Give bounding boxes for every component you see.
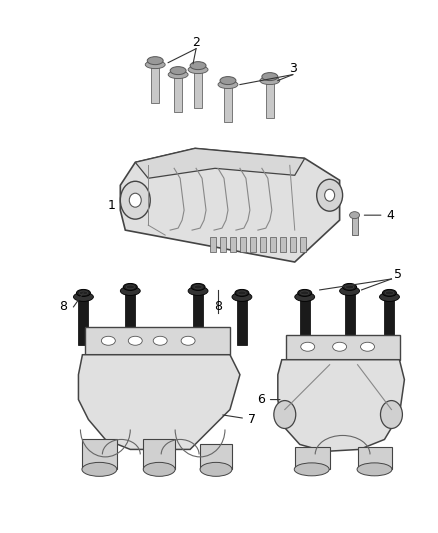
- Ellipse shape: [339, 286, 360, 295]
- Bar: [125, 287, 135, 339]
- Bar: [224, 80, 232, 123]
- Polygon shape: [278, 360, 404, 451]
- Text: 1: 1: [107, 199, 145, 212]
- Bar: [385, 293, 395, 343]
- Bar: [240, 237, 246, 252]
- Bar: [295, 447, 330, 470]
- Ellipse shape: [379, 293, 399, 301]
- Ellipse shape: [153, 336, 167, 345]
- Bar: [78, 293, 88, 345]
- Bar: [300, 237, 306, 252]
- Bar: [352, 215, 357, 235]
- Text: 3: 3: [289, 62, 297, 75]
- Text: 2: 2: [192, 36, 200, 49]
- Ellipse shape: [190, 62, 206, 70]
- Bar: [266, 77, 274, 118]
- Ellipse shape: [325, 189, 335, 201]
- Bar: [193, 287, 203, 339]
- Ellipse shape: [220, 77, 236, 85]
- Ellipse shape: [381, 401, 403, 429]
- Ellipse shape: [170, 67, 186, 75]
- Bar: [210, 237, 216, 252]
- Ellipse shape: [260, 77, 280, 85]
- Ellipse shape: [82, 462, 117, 477]
- Bar: [260, 237, 266, 252]
- Polygon shape: [78, 355, 240, 449]
- Ellipse shape: [200, 462, 232, 477]
- Ellipse shape: [232, 293, 252, 301]
- Ellipse shape: [343, 284, 357, 290]
- Polygon shape: [135, 148, 305, 178]
- Ellipse shape: [262, 72, 278, 80]
- Ellipse shape: [317, 179, 343, 211]
- Bar: [345, 287, 355, 337]
- Ellipse shape: [218, 80, 238, 88]
- Ellipse shape: [120, 181, 150, 219]
- Bar: [280, 237, 286, 252]
- Bar: [357, 447, 392, 470]
- Bar: [151, 61, 159, 102]
- Ellipse shape: [147, 56, 163, 64]
- Ellipse shape: [74, 293, 93, 301]
- Ellipse shape: [101, 336, 115, 345]
- Ellipse shape: [350, 212, 360, 219]
- Ellipse shape: [188, 66, 208, 74]
- Ellipse shape: [301, 342, 314, 351]
- Ellipse shape: [360, 342, 374, 351]
- Ellipse shape: [145, 61, 165, 69]
- Bar: [200, 445, 232, 470]
- Ellipse shape: [181, 336, 195, 345]
- Ellipse shape: [274, 401, 296, 429]
- Ellipse shape: [143, 462, 175, 477]
- Bar: [174, 71, 182, 112]
- Bar: [250, 237, 256, 252]
- Ellipse shape: [128, 336, 142, 345]
- Bar: [143, 439, 175, 470]
- Ellipse shape: [298, 289, 312, 296]
- Ellipse shape: [77, 289, 90, 296]
- Ellipse shape: [120, 286, 140, 295]
- Bar: [85, 327, 230, 355]
- Text: 8: 8: [214, 301, 222, 313]
- Bar: [220, 237, 226, 252]
- Bar: [82, 439, 117, 470]
- Ellipse shape: [191, 284, 205, 290]
- Ellipse shape: [168, 71, 188, 78]
- Bar: [230, 237, 236, 252]
- Ellipse shape: [294, 463, 329, 476]
- Ellipse shape: [124, 284, 137, 290]
- Ellipse shape: [235, 289, 249, 296]
- Bar: [286, 335, 400, 360]
- Bar: [237, 293, 247, 345]
- Ellipse shape: [295, 293, 314, 301]
- Text: 4: 4: [364, 208, 394, 222]
- Ellipse shape: [357, 463, 392, 476]
- Bar: [194, 66, 202, 108]
- Text: 7: 7: [223, 413, 256, 426]
- Ellipse shape: [382, 289, 396, 296]
- Ellipse shape: [188, 286, 208, 295]
- Bar: [290, 237, 296, 252]
- Text: 5: 5: [395, 269, 403, 281]
- Ellipse shape: [129, 193, 141, 207]
- Bar: [270, 237, 276, 252]
- Ellipse shape: [332, 342, 346, 351]
- Polygon shape: [120, 148, 339, 262]
- Bar: [300, 293, 310, 343]
- Text: 6: 6: [257, 393, 280, 406]
- Text: 8: 8: [60, 301, 67, 313]
